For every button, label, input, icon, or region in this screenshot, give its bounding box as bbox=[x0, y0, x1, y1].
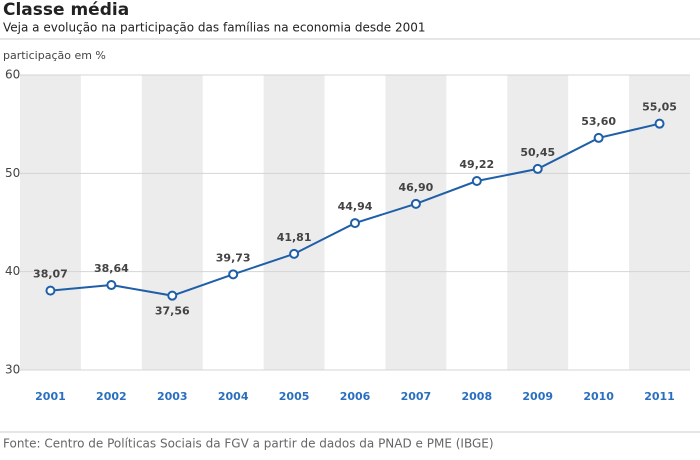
value-label: 50,45 bbox=[520, 146, 555, 159]
y-tick-label: 30 bbox=[5, 363, 20, 377]
chart-title: Classe média bbox=[3, 0, 129, 20]
column-band bbox=[385, 75, 447, 370]
y-tick-label: 40 bbox=[5, 264, 20, 278]
value-label: 37,56 bbox=[155, 305, 190, 318]
point bbox=[532, 163, 543, 174]
column-band bbox=[263, 75, 325, 370]
point bbox=[410, 198, 421, 209]
point bbox=[350, 218, 360, 229]
value-label: 39,73 bbox=[216, 251, 251, 264]
y-tick-label: 50 bbox=[5, 166, 20, 180]
chart-subtitle: Veja a evolução na participação das famí… bbox=[3, 21, 426, 35]
value-label: 53,60 bbox=[581, 115, 616, 128]
column-band bbox=[20, 75, 81, 370]
point bbox=[654, 118, 665, 129]
value-label: 38,64 bbox=[94, 262, 129, 275]
point bbox=[228, 269, 239, 280]
source-note: Fonte: Centro de Políticas Sociais da FG… bbox=[3, 437, 494, 451]
x-tick-label: 2009 bbox=[522, 390, 553, 403]
x-tick-label: 2006 bbox=[340, 390, 371, 403]
x-tick-label: 2002 bbox=[96, 390, 127, 403]
x-tick-label: 2003 bbox=[157, 390, 188, 403]
x-tick-label: 2008 bbox=[462, 390, 493, 403]
point bbox=[106, 280, 117, 291]
value-label: 41,81 bbox=[277, 231, 312, 244]
x-tick-label: 2005 bbox=[279, 390, 310, 403]
value-label: 55,05 bbox=[642, 101, 677, 114]
x-tick-label: 2010 bbox=[583, 390, 614, 403]
point bbox=[167, 290, 178, 301]
point bbox=[45, 285, 56, 296]
value-label: 46,90 bbox=[399, 181, 434, 194]
x-tick-label: 2004 bbox=[218, 390, 249, 403]
value-label: 44,94 bbox=[338, 200, 373, 213]
column-band bbox=[507, 75, 569, 370]
y-tick-label: 60 bbox=[5, 68, 20, 82]
point bbox=[471, 176, 482, 187]
x-tick-label: 2007 bbox=[401, 390, 432, 403]
column-band bbox=[141, 75, 203, 370]
value-label: 49,22 bbox=[459, 158, 494, 171]
value-label: 38,07 bbox=[33, 268, 68, 281]
point bbox=[593, 132, 604, 143]
x-tick-label: 2001 bbox=[35, 390, 66, 403]
point bbox=[289, 248, 300, 259]
y-axis-label: participação em % bbox=[3, 49, 106, 62]
plot-area: 30 40 50 60 38,07 38,64 37,56 39,73 41,81 44,94 46… bbox=[5, 68, 690, 403]
x-tick-label: 2011 bbox=[644, 390, 675, 403]
